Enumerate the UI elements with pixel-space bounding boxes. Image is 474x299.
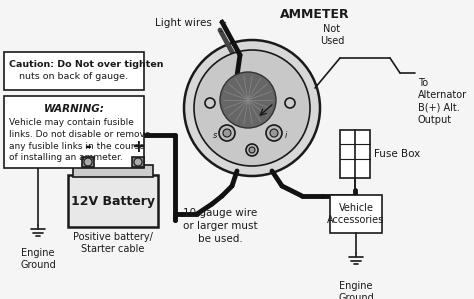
Text: +: + <box>131 138 145 156</box>
Bar <box>340 130 370 178</box>
Text: -: - <box>218 26 222 36</box>
Bar <box>4 96 144 168</box>
Text: WARNING:: WARNING: <box>44 104 104 114</box>
Bar <box>4 52 144 90</box>
Text: Not
Used: Not Used <box>320 24 344 46</box>
Text: Caution: Do Not over tighten: Caution: Do Not over tighten <box>9 60 164 69</box>
Text: Light wires: Light wires <box>155 18 212 28</box>
Text: Fuse Box: Fuse Box <box>374 149 420 159</box>
Text: i: i <box>285 132 287 141</box>
Text: To
Alternator
B(+) Alt.
Output: To Alternator B(+) Alt. Output <box>418 78 467 125</box>
Circle shape <box>194 50 310 166</box>
Circle shape <box>223 129 231 137</box>
Bar <box>330 195 382 233</box>
Text: -: - <box>84 138 91 156</box>
Circle shape <box>205 98 215 108</box>
Circle shape <box>270 129 278 137</box>
Bar <box>68 175 158 227</box>
Text: Vehicle may contain fusible
links. Do not disable or remove
any fusible links in: Vehicle may contain fusible links. Do no… <box>9 118 151 162</box>
Circle shape <box>285 98 295 108</box>
Text: AMMETER: AMMETER <box>280 8 350 21</box>
Text: +: + <box>218 18 228 28</box>
Text: Engine
Ground: Engine Ground <box>20 248 56 270</box>
Circle shape <box>134 158 142 166</box>
Circle shape <box>246 144 258 156</box>
Text: Positive battery/
Starter cable: Positive battery/ Starter cable <box>73 232 153 254</box>
Circle shape <box>266 125 282 141</box>
Bar <box>132 157 144 167</box>
Text: Vehicle
Accessories: Vehicle Accessories <box>328 203 384 225</box>
Circle shape <box>219 125 235 141</box>
Text: s: s <box>213 132 217 141</box>
Text: 12V Battery: 12V Battery <box>71 195 155 208</box>
Circle shape <box>249 147 255 153</box>
Circle shape <box>84 158 92 166</box>
Bar <box>82 157 94 167</box>
Text: 10 gauge wire
or larger must
be used.: 10 gauge wire or larger must be used. <box>182 208 257 244</box>
Bar <box>73 165 153 177</box>
Text: Engine
Ground: Engine Ground <box>338 281 374 299</box>
Circle shape <box>220 72 276 128</box>
Text: nuts on back of gauge.: nuts on back of gauge. <box>19 72 128 81</box>
Circle shape <box>184 40 320 176</box>
